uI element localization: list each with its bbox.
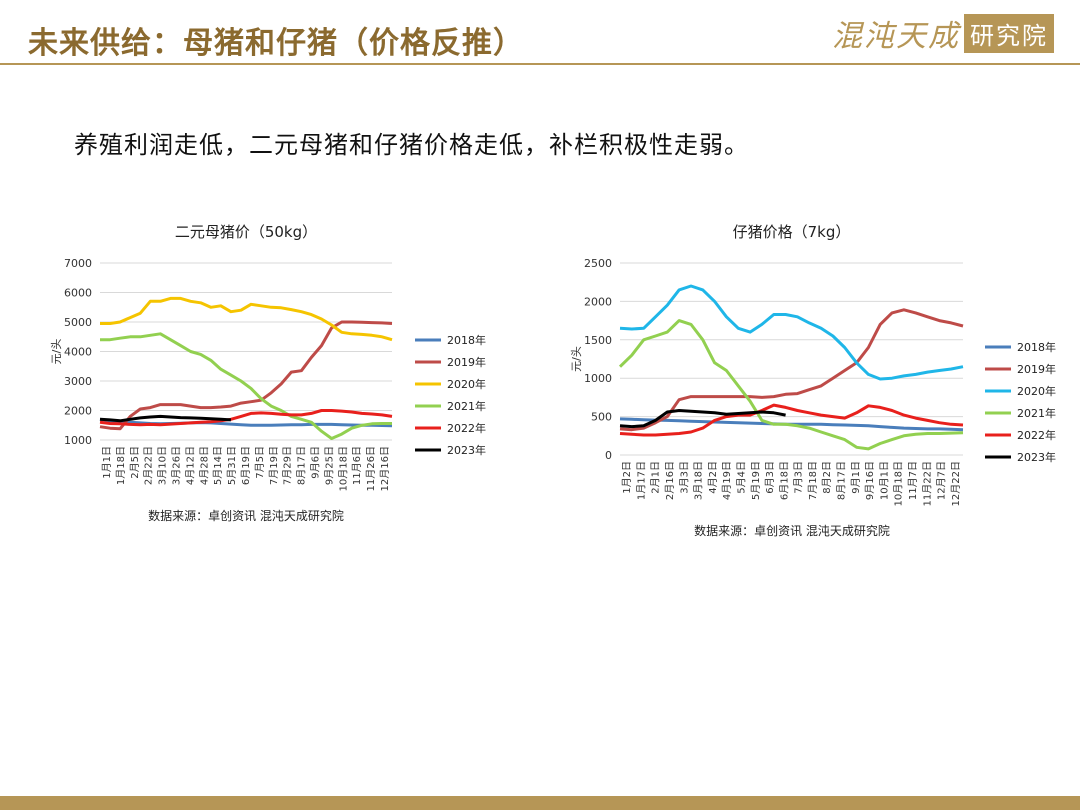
x-tick-label: 4月28日 [198, 446, 210, 485]
x-tick-label: 7月29日 [282, 446, 294, 485]
x-tick-label: 3月18日 [693, 461, 705, 500]
series-line-2021年 [618, 319, 964, 451]
x-tick-label: 9月6日 [310, 446, 322, 479]
x-tick-label: 2月22日 [143, 446, 155, 485]
x-tick-label: 10月1日 [878, 461, 890, 500]
legend-label: 2023年 [1017, 450, 1056, 464]
x-tick-label: 4月2日 [707, 461, 719, 494]
y-axis-label: 元/头 [570, 346, 583, 372]
source-note: 数据来源：卓创资讯 混沌天成研究院 [694, 523, 890, 538]
footer-bar [0, 796, 1080, 810]
x-tick-label: 1月2日 [621, 461, 633, 494]
x-tick-label: 11月22日 [921, 461, 933, 506]
y-tick-label: 1000 [584, 372, 612, 385]
slide-subtitle: 养殖利润走低，二元母猪和仔猪价格走低，补栏积极性走弱。 [74, 131, 749, 159]
x-tick-label: 9月25日 [323, 446, 335, 485]
x-tick-label: 4月19日 [721, 461, 733, 500]
legend-label: 2021年 [447, 399, 486, 413]
legend-label: 2018年 [1017, 340, 1056, 354]
x-tick-label: 11月7日 [907, 461, 919, 500]
y-tick-label: 5000 [64, 316, 92, 329]
x-tick-label: 6月19日 [240, 446, 252, 485]
x-tick-label: 7月5日 [254, 446, 266, 479]
series-line-2019年 [99, 320, 393, 431]
y-tick-label: 500 [591, 411, 612, 424]
x-tick-label: 5月31日 [226, 446, 238, 485]
x-tick-label: 12月7日 [936, 461, 948, 500]
x-tick-label: 1月17日 [635, 461, 647, 500]
x-tick-label: 6月18日 [778, 461, 790, 500]
legend-label: 2019年 [447, 355, 486, 369]
y-tick-label: 1000 [64, 434, 92, 447]
chart-title: 仔猪价格（7kg） [733, 223, 851, 241]
x-tick-label: 3月3日 [678, 461, 690, 494]
y-tick-label: 6000 [64, 287, 92, 300]
x-tick-label: 9月16日 [864, 461, 876, 500]
y-tick-label: 2000 [584, 295, 612, 308]
x-tick-label: 2月16日 [664, 461, 676, 500]
x-tick-label: 8月2日 [821, 461, 833, 494]
y-tick-label: 0 [605, 449, 612, 462]
y-tick-label: 1500 [584, 334, 612, 347]
x-tick-label: 5月14日 [212, 446, 224, 485]
x-tick-label: 3月10日 [157, 446, 169, 485]
series-line-2022年 [619, 403, 964, 437]
x-tick-label: 8月17日 [296, 446, 308, 485]
x-tick-label: 12月16日 [379, 446, 391, 491]
legend-label: 2023年 [447, 443, 486, 457]
x-tick-label: 3月26日 [170, 446, 182, 485]
x-tick-label: 6月3日 [764, 461, 776, 494]
x-tick-label: 9月1日 [850, 461, 862, 494]
legend-label: 2022年 [447, 421, 486, 435]
legend-label: 2019年 [1017, 362, 1056, 376]
x-tick-label: 7月18日 [807, 461, 819, 500]
chart-title: 二元母猪价（50kg） [175, 223, 317, 241]
x-tick-label: 10月18日 [337, 446, 349, 491]
legend-label: 2018年 [447, 333, 486, 347]
x-tick-label: 7月3日 [793, 461, 805, 494]
x-tick-label: 7月19日 [268, 446, 280, 485]
series-line-2023年 [619, 409, 786, 429]
y-tick-label: 2000 [64, 405, 92, 418]
x-tick-label: 11月6日 [351, 446, 363, 485]
x-tick-label: 2月1日 [650, 461, 662, 494]
x-tick-label: 12月22日 [950, 461, 962, 506]
x-tick-label: 11月26日 [365, 446, 377, 491]
x-tick-label: 1月1日 [101, 446, 113, 479]
x-tick-label: 5月4日 [735, 461, 747, 494]
legend-label: 2020年 [447, 377, 486, 391]
brand-logo: 混沌天成 研究院 [832, 13, 1054, 54]
series-line-2020年 [619, 284, 964, 381]
series-line-2022年 [99, 409, 393, 427]
x-tick-label: 10月18日 [893, 461, 905, 506]
x-tick-label: 1月18日 [115, 446, 127, 485]
x-tick-label: 5月19日 [750, 461, 762, 500]
x-tick-label: 8月17日 [836, 461, 848, 500]
y-axis-label: 元/头 [50, 339, 63, 365]
y-tick-label: 2500 [584, 257, 612, 270]
legend-label: 2020年 [1017, 384, 1056, 398]
logo-text: 混沌天成 [832, 19, 960, 54]
legend-label: 2021年 [1017, 406, 1056, 420]
y-tick-label: 7000 [64, 257, 92, 270]
series-line-2019年 [619, 308, 964, 432]
logo-box-text: 研究院 [964, 13, 1054, 53]
sow-price-chart: 二元母猪价（50kg） 1000 2000 3000 4000 5000 6000 7000 元… [50, 223, 486, 523]
legend-label: 2022年 [1017, 428, 1056, 442]
x-tick-label: 2月5日 [129, 446, 141, 479]
y-tick-label: 3000 [64, 375, 92, 388]
x-tick-label: 4月12日 [184, 446, 196, 485]
piglet-price-chart: 仔猪价格（7kg） 0 500 1000 1500 2000 2500 元/头 1月2日 1月17… [570, 223, 1056, 538]
series-line-2023年 [99, 414, 231, 423]
slide-title: 未来供给：母猪和仔猪（价格反推） [28, 26, 524, 61]
header-divider [0, 63, 1080, 65]
source-note: 数据来源：卓创资讯 混沌天成研究院 [148, 508, 344, 523]
series-line-2020年 [100, 296, 393, 342]
y-tick-label: 4000 [64, 346, 92, 359]
series-line-2021年 [100, 332, 392, 440]
